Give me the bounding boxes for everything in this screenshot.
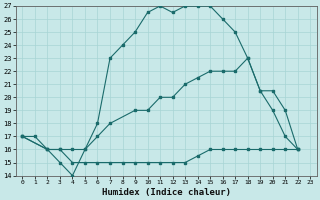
X-axis label: Humidex (Indice chaleur): Humidex (Indice chaleur) <box>102 188 231 197</box>
